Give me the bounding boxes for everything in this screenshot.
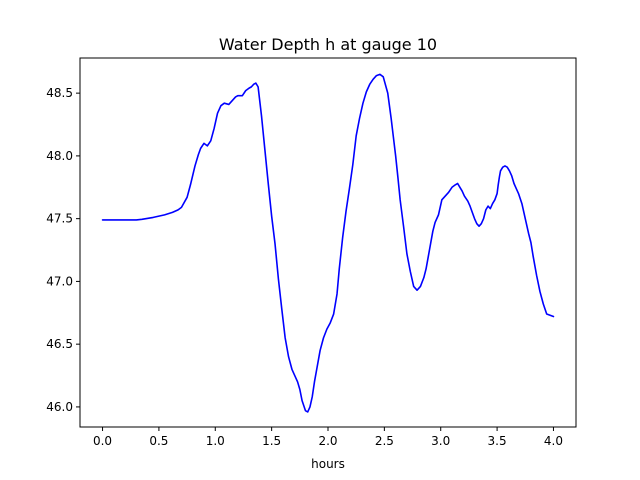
x-tick-label: 1.5 <box>262 434 281 448</box>
x-tick-label: 0.5 <box>149 434 168 448</box>
x-tick-label: 2.5 <box>375 434 394 448</box>
y-tick-label: 47.0 <box>46 274 73 288</box>
x-tick-label: 2.0 <box>318 434 337 448</box>
x-tick-label: 3.0 <box>431 434 450 448</box>
x-tick-label: 4.0 <box>544 434 563 448</box>
y-tick-label: 46.0 <box>46 400 73 414</box>
x-tick-label: 1.0 <box>206 434 225 448</box>
y-tick-label: 48.5 <box>46 86 73 100</box>
y-tick-label: 48.0 <box>46 149 73 163</box>
x-axis: 0.0 0.5 1.0 1.5 2.0 2.5 3.0 3.5 4.0 <box>93 427 563 448</box>
y-tick-label: 47.5 <box>46 212 73 226</box>
x-tick-label: 0.0 <box>93 434 112 448</box>
x-tick-label: 3.5 <box>488 434 507 448</box>
x-axis-label: hours <box>311 457 345 471</box>
chart-title: Water Depth h at gauge 10 <box>219 35 437 54</box>
y-tick-label: 46.5 <box>46 337 73 351</box>
y-axis: 46.0 46.5 47.0 47.5 48.0 48.5 <box>46 86 80 414</box>
water-depth-series-line <box>101 73 555 413</box>
